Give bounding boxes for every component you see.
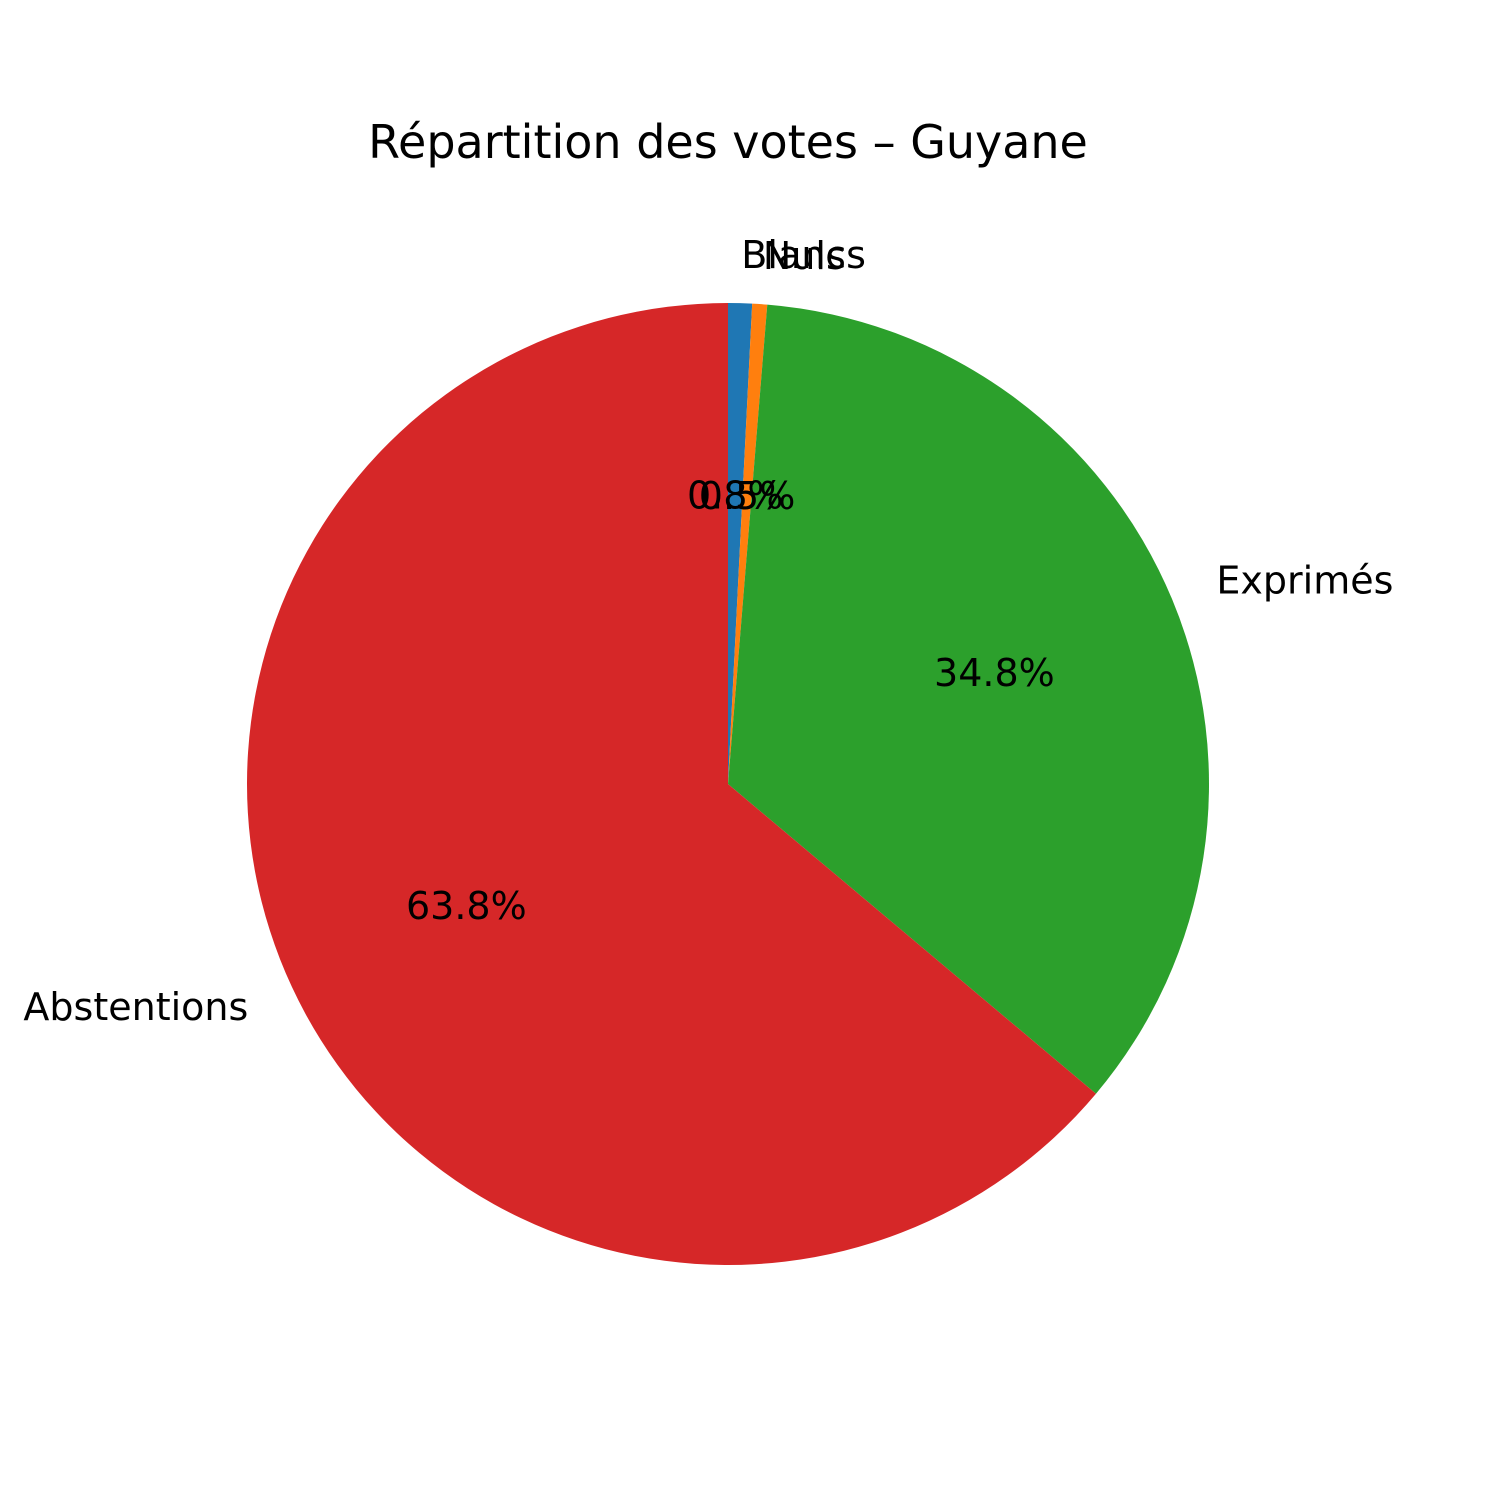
- slice-percent-blancs: 0.8%: [687, 473, 784, 517]
- slice-label-exprimes: Exprimés: [1216, 559, 1393, 603]
- pie-slice-nuls: [728, 303, 768, 784]
- chart-title: Répartition des votes – Guyane: [368, 115, 1088, 169]
- slice-label-abstentions: Abstentions: [23, 985, 248, 1029]
- pie-slice-exprimes: [728, 304, 1210, 1094]
- pie-labels: Blancs 0.8% Nuls 0.5% Exprimés 34.8% Abstentio…: [23, 233, 1393, 1029]
- slice-label-nuls: Nuls: [763, 234, 846, 278]
- slice-label-blancs: Blancs: [741, 233, 866, 277]
- pie-slices: [246, 303, 1210, 1265]
- slice-percent-nuls: 0.5%: [699, 474, 796, 518]
- slice-percent-abstentions: 63.8%: [406, 884, 527, 928]
- pie-slice-blancs: [728, 303, 753, 784]
- slice-percent-exprimes: 34.8%: [934, 651, 1055, 695]
- pie-slice-abstentions: [246, 303, 1096, 1265]
